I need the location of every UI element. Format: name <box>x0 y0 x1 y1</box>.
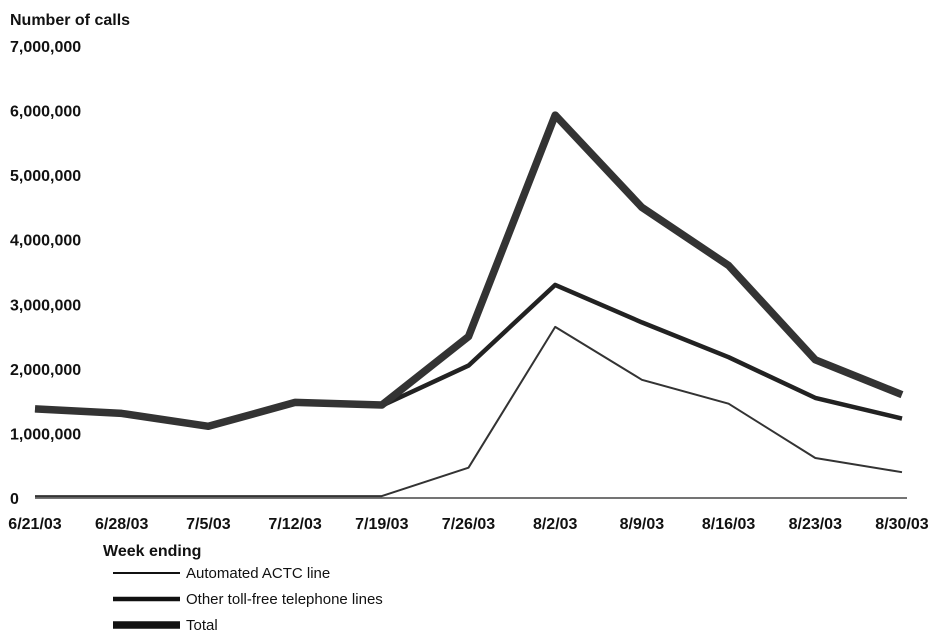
series-line-2 <box>34 282 903 430</box>
y-tick-label: 4,000,000 <box>10 233 81 250</box>
series-lines <box>34 111 904 498</box>
x-tick-label: 7/5/03 <box>186 516 231 533</box>
x-tick-label: 7/12/03 <box>268 516 321 533</box>
x-tick-label: 7/26/03 <box>442 516 495 533</box>
series-line-3 <box>34 111 904 431</box>
y-tick-label: 2,000,000 <box>10 362 81 379</box>
y-tick-label: 0 <box>10 491 19 508</box>
legend-label: Automated ACTC line <box>186 565 330 582</box>
y-tick-label: 1,000,000 <box>10 426 81 443</box>
legend: Automated ACTC line Other toll-free telep… <box>113 565 383 634</box>
x-tick-label: 6/28/03 <box>95 516 148 533</box>
x-tick-label: 8/16/03 <box>702 516 755 533</box>
y-axis-ticks: 0 1,000,000 2,000,000 3,000,000 4,000,000 5,0… <box>10 39 81 508</box>
x-tick-label: 8/9/03 <box>620 516 665 533</box>
y-axis-title: Number of calls <box>10 12 130 29</box>
x-tick-label: 8/23/03 <box>789 516 842 533</box>
x-tick-label: 8/2/03 <box>533 516 578 533</box>
x-axis-ticks: 6/21/03 6/28/03 7/5/03 7/12/03 7/19/03 7/26/0… <box>8 516 928 533</box>
x-tick-label: 8/30/03 <box>875 516 928 533</box>
y-tick-label: 3,000,000 <box>10 297 81 314</box>
legend-label: Total <box>186 617 218 634</box>
y-tick-label: 6,000,000 <box>10 104 81 121</box>
x-axis-title: Week ending <box>103 543 201 560</box>
series-line-1 <box>35 325 903 498</box>
x-tick-label: 6/21/03 <box>8 516 61 533</box>
legend-label: Other toll-free telephone lines <box>186 591 383 608</box>
x-tick-label: 7/19/03 <box>355 516 408 533</box>
y-tick-label: 7,000,000 <box>10 39 81 56</box>
y-tick-label: 5,000,000 <box>10 168 81 185</box>
